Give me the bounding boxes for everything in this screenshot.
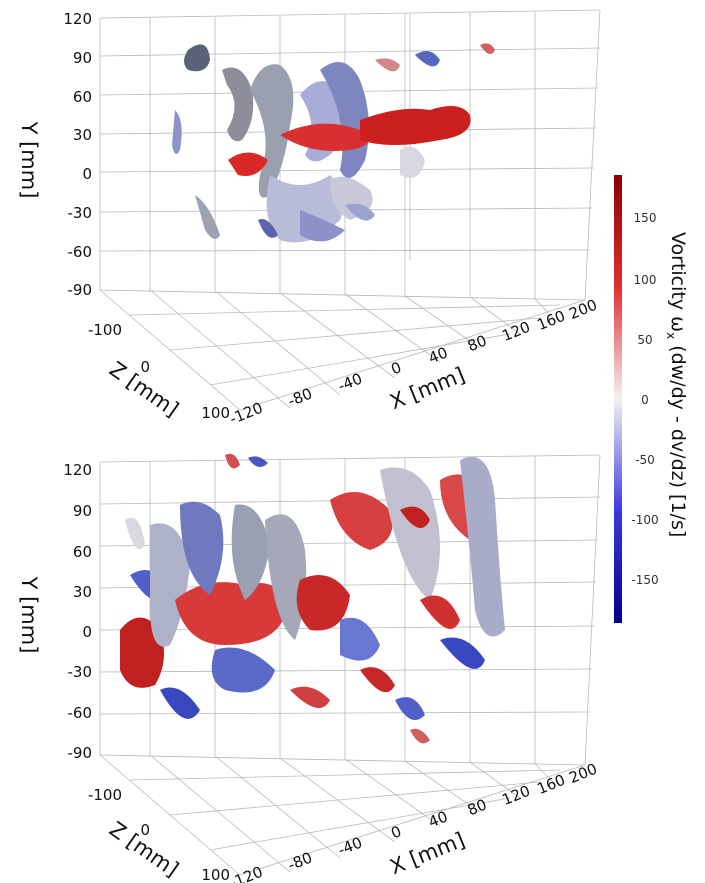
x-tick: 80	[465, 795, 489, 819]
colorbar-tick-labels: 150 100 50 0 -50 -100 -150	[631, 211, 658, 587]
y-tick: 120	[63, 461, 92, 479]
y-tick: -60	[68, 704, 93, 722]
colorbar-tick: 0	[641, 393, 649, 407]
z-tick: -100	[88, 321, 122, 339]
y-tick: 90	[73, 49, 92, 67]
x-tick: -80	[285, 384, 314, 410]
y-tick: -90	[68, 281, 93, 299]
colorbar-title-rest: (dw/dy - dv/dz) [1/s]	[667, 339, 689, 537]
top-z-tick-labels: -100 0 100	[88, 321, 230, 422]
bottom-vortex-structures	[120, 453, 505, 744]
top-y-tick-labels: 120 90 60 30 0 -30 -60 -90	[63, 10, 92, 299]
top-x-tick-labels: -120 -80 -40 0 40 80 120 160 200	[227, 296, 600, 428]
x-tick: -40	[335, 369, 364, 395]
x-tick: 200	[566, 760, 599, 787]
colorbar-tick: -100	[631, 513, 658, 527]
y-tick: 30	[73, 126, 92, 144]
x-tick: 0	[388, 822, 404, 842]
colorbar-tick: -150	[631, 573, 658, 587]
x-tick: 120	[499, 318, 532, 345]
y-tick: 0	[82, 165, 92, 183]
y-tick: 0	[82, 623, 92, 641]
y-tick: -60	[68, 243, 93, 261]
x-tick: -120	[227, 399, 265, 428]
colorbar-tick: 50	[637, 333, 652, 347]
y-tick: 120	[63, 10, 92, 28]
bottom-panel: 120 90 60 30 0 -30 -60 -90 Y [mm] -120 -…	[17, 453, 601, 883]
top-y-axis-label: Y [mm]	[17, 121, 41, 199]
x-tick: 40	[426, 343, 450, 367]
colorbar-tick: 100	[634, 273, 657, 287]
y-tick: 60	[73, 88, 92, 106]
z-tick: 100	[201, 866, 230, 883]
colorbar-title: Vorticity ωx (dw/dy - dv/dz) [1/s]	[664, 232, 689, 537]
y-tick: 90	[73, 502, 92, 520]
colorbar-gradient	[614, 175, 622, 623]
x-tick: 80	[465, 331, 489, 355]
colorbar-tick: -50	[635, 453, 655, 467]
colorbar-title-main: Vorticity ω	[667, 232, 689, 332]
colorbar-tick: 150	[634, 211, 657, 225]
colorbar-title-sub: x	[664, 332, 678, 339]
x-tick: -40	[335, 833, 364, 859]
bottom-y-axis-label: Y [mm]	[17, 576, 41, 654]
x-tick: 0	[388, 358, 404, 378]
z-tick: 0	[140, 821, 150, 839]
x-tick: 160	[534, 307, 567, 334]
y-tick: -90	[68, 744, 93, 762]
y-tick: -30	[68, 663, 93, 681]
y-tick: 30	[73, 583, 92, 601]
bottom-z-tick-labels: -100 0 100	[88, 786, 230, 883]
z-tick: 100	[201, 404, 230, 422]
y-tick: 60	[73, 543, 92, 561]
bottom-y-tick-labels: 120 90 60 30 0 -30 -60 -90	[63, 461, 92, 762]
x-tick: 40	[426, 807, 450, 831]
x-tick: -120	[227, 863, 265, 883]
y-tick: -30	[68, 204, 93, 222]
x-tick: 120	[499, 782, 532, 809]
x-tick: 160	[534, 771, 567, 798]
z-tick: -100	[88, 786, 122, 804]
top-panel: 120 90 60 30 0 -30 -60 -90 Y [mm] -120 -…	[17, 9, 601, 428]
z-tick: 0	[140, 358, 150, 376]
top-vortex-structures	[172, 43, 495, 243]
colorbar: 150 100 50 0 -50 -100 -150 Vorticity ωx …	[614, 175, 689, 623]
